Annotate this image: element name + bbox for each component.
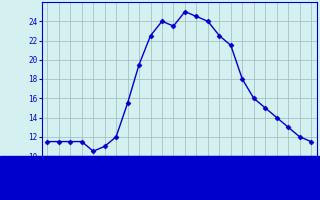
X-axis label: Graphe des températures (°C): Graphe des températures (°C): [104, 169, 254, 178]
